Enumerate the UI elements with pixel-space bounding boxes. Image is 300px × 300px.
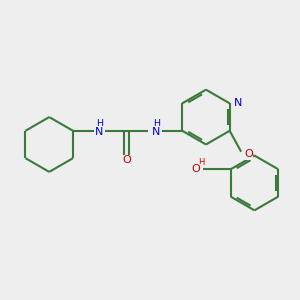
Text: N: N [152, 127, 160, 136]
Text: N: N [234, 98, 243, 108]
Text: O: O [244, 149, 253, 159]
Text: H: H [96, 119, 103, 128]
Text: N: N [95, 127, 103, 136]
Text: O: O [122, 155, 130, 165]
Text: O: O [191, 164, 200, 174]
Text: H: H [198, 158, 204, 167]
Text: H: H [153, 119, 160, 128]
